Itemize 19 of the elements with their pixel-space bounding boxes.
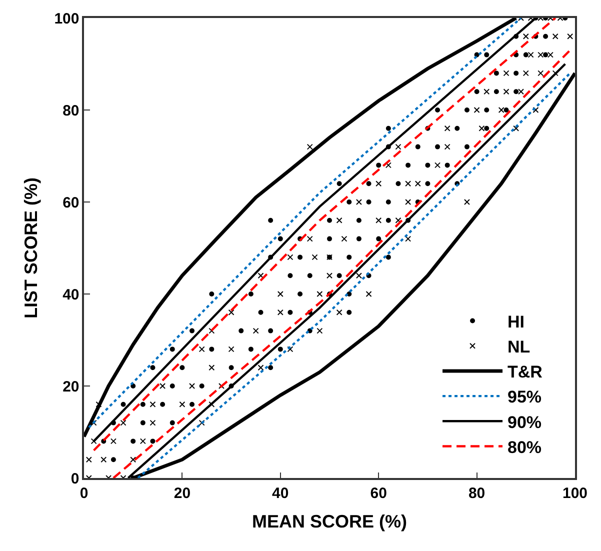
y-tick-label: 20 xyxy=(62,378,80,396)
legend-label: NL xyxy=(508,337,530,356)
x-tick-label: 40 xyxy=(272,484,289,502)
y-tick-label: 40 xyxy=(62,286,80,304)
legend-label: 95% xyxy=(508,388,542,407)
x-tick-label: 100 xyxy=(562,484,588,502)
legend-label: 80% xyxy=(508,438,542,457)
legend-label: HI xyxy=(508,312,525,332)
y-tick-label: 80 xyxy=(62,102,80,120)
y-tick-label: 100 xyxy=(54,10,80,28)
x-axis-title: MEAN SCORE (%) xyxy=(252,511,408,532)
x-tick-label: 80 xyxy=(468,484,486,502)
legend-label: 90% xyxy=(508,412,542,432)
y-tick-label: 0 xyxy=(70,470,80,488)
legend-label: T&R xyxy=(508,362,542,382)
y-axis-title: LIST SCORE (%) xyxy=(20,177,41,319)
y-tick-label: 60 xyxy=(62,194,80,212)
x-tick-label: 20 xyxy=(174,484,191,502)
x-tick-label: 60 xyxy=(370,484,387,502)
